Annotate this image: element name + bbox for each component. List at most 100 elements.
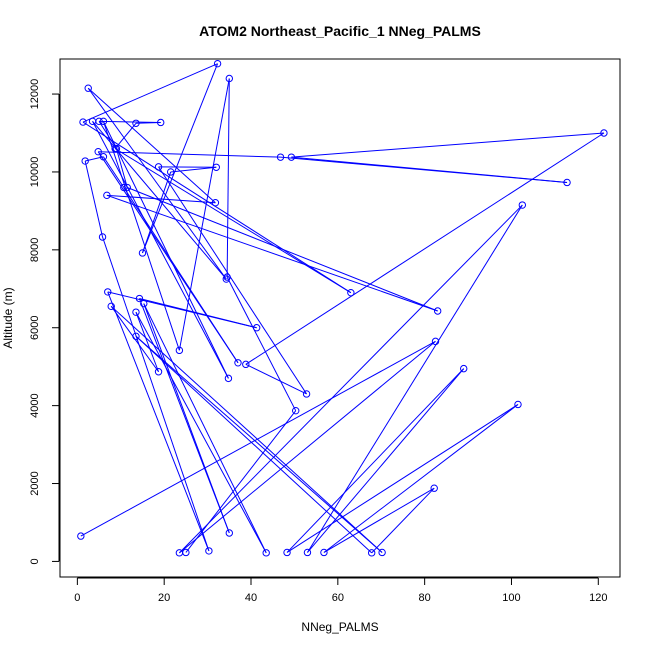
- data-point: [120, 183, 128, 192]
- series-segment: [102, 236, 210, 552]
- chart-title: ATOM2 Northeast_Pacific_1 NNeg_PALMS: [199, 23, 481, 39]
- series-segment: [102, 121, 180, 351]
- series-segment: [84, 160, 104, 238]
- x-axis-label: NNeg_PALMS: [301, 620, 378, 634]
- x-tick-label: 80: [419, 592, 431, 604]
- y-tick-label: 2000: [29, 471, 41, 495]
- series-segment: [114, 122, 137, 149]
- series-segment: [307, 368, 465, 553]
- data-point: [140, 299, 148, 308]
- series-segment: [87, 87, 227, 280]
- data-point: [563, 178, 571, 187]
- data-point: [104, 288, 112, 296]
- data-point: [600, 129, 608, 137]
- data-point: [81, 157, 89, 165]
- data-point: [460, 364, 468, 373]
- data-point: [252, 324, 261, 332]
- series-segment: [158, 166, 307, 395]
- data-point: [112, 144, 121, 153]
- data-point: [94, 147, 102, 156]
- data-point: [107, 302, 115, 311]
- data-point: [283, 548, 291, 557]
- data-point: [79, 118, 87, 126]
- series-segment: [135, 311, 267, 554]
- y-tick-label: 12000: [29, 79, 41, 110]
- series-segment: [92, 121, 229, 379]
- data-point: [433, 307, 442, 315]
- data-point: [223, 273, 231, 281]
- data-point: [135, 294, 144, 303]
- data-point: [518, 201, 527, 209]
- series-segment: [143, 303, 267, 554]
- data-point: [175, 346, 184, 355]
- series-segment: [291, 156, 568, 183]
- x-tick-label: 20: [158, 592, 170, 604]
- series-segment: [115, 148, 128, 188]
- data-point: [205, 547, 213, 555]
- series-segment: [110, 305, 383, 553]
- data-point: [166, 168, 175, 176]
- data-point: [98, 233, 107, 241]
- series-segment: [114, 148, 352, 294]
- x-tick-label: 100: [502, 592, 520, 604]
- series-segment: [323, 404, 519, 553]
- data-point: [347, 288, 355, 297]
- data-point: [302, 390, 311, 398]
- data-point: [378, 548, 386, 557]
- data-point: [154, 163, 163, 171]
- data-point: [99, 153, 108, 161]
- data-point: [88, 117, 97, 126]
- data-point: [276, 153, 285, 161]
- data-point: [292, 406, 300, 415]
- data-point: [77, 532, 85, 540]
- series-segment: [286, 368, 465, 553]
- y-tick-label: 8000: [29, 238, 41, 262]
- data-point: [84, 84, 92, 92]
- y-tick-label: 4000: [29, 393, 41, 417]
- series-segment: [245, 132, 605, 365]
- series-segment: [371, 487, 435, 554]
- x-axis: 0 20 40 60 80 100 120: [74, 577, 607, 604]
- x-tick-label: 60: [332, 592, 344, 604]
- series-segment: [170, 166, 217, 173]
- series-segment: [92, 120, 227, 280]
- y-tick-label: 10000: [29, 157, 41, 188]
- series-segment: [291, 132, 604, 158]
- data-point: [514, 400, 522, 409]
- x-tick-label: 120: [589, 592, 607, 604]
- series-segment: [245, 363, 307, 395]
- data-point: [211, 199, 220, 207]
- data-point: [123, 183, 131, 192]
- data-point: [132, 332, 140, 341]
- data-point: [234, 359, 242, 367]
- x-tick-label: 40: [245, 592, 257, 604]
- series-segment: [307, 204, 523, 553]
- data-point: [431, 337, 440, 346]
- y-tick-label: 6000: [29, 315, 41, 339]
- series-segment: [82, 121, 352, 294]
- series-points: [77, 59, 608, 557]
- data-point: [224, 374, 233, 383]
- data-point: [320, 548, 328, 557]
- x-tick-label: 0: [74, 592, 80, 604]
- data-point: [303, 548, 312, 557]
- series-segment: [106, 194, 438, 312]
- data-point: [367, 549, 376, 557]
- series-segment: [107, 291, 210, 552]
- data-point: [430, 484, 438, 492]
- data-point: [225, 529, 234, 537]
- data-point: [242, 360, 250, 369]
- data-point: [132, 119, 140, 127]
- y-axis-label: Altitude (m): [1, 287, 15, 348]
- series-segment: [99, 120, 161, 123]
- series-segment: [106, 194, 216, 204]
- data-point: [157, 118, 165, 127]
- series-segment: [87, 87, 216, 204]
- y-axis: 0 2000 4000 6000 8000 10000 12000: [29, 79, 60, 564]
- plot-frame: [59, 58, 621, 578]
- series-segment: [178, 78, 230, 351]
- data-point: [154, 368, 163, 376]
- series-segment: [127, 187, 438, 312]
- data-point: [262, 549, 270, 557]
- series-segment: [80, 340, 436, 537]
